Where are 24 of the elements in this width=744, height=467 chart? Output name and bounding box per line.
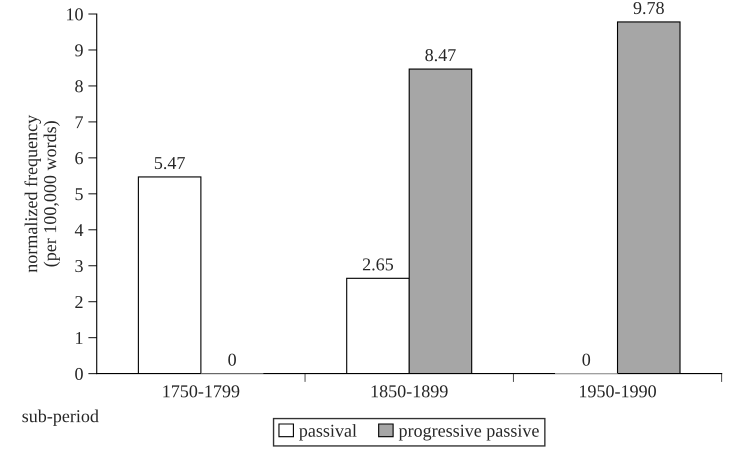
data-label: 9.78 <box>634 2 664 14</box>
y-tick-label: 4 <box>74 224 84 236</box>
legend-label: passival <box>299 424 357 440</box>
data-label: 5.47 <box>154 157 185 170</box>
data-label: 2.65 <box>362 258 394 271</box>
y-tick-label: 1 <box>76 332 82 344</box>
y-axis-title: normalized frequency (per 100,000 words) <box>24 114 60 272</box>
y-tick-label: 0 <box>75 368 83 380</box>
x-axis-title: sub-period <box>22 410 99 426</box>
y-tick-label: 2 <box>75 296 83 308</box>
y-tick-label: 5 <box>76 188 83 200</box>
y-tick-label: 8 <box>75 80 83 92</box>
data-label: 8.47 <box>425 49 456 62</box>
data-label: 0 <box>582 354 590 366</box>
data-label: 0 <box>228 354 236 366</box>
legend-label: progressive passive <box>398 424 539 441</box>
y-tick-label: 10 <box>67 8 83 20</box>
y-tick-label: 3 <box>75 260 83 272</box>
y-tick-label: 6 <box>75 152 83 164</box>
x-tick-label: 1950-1990 <box>580 385 656 398</box>
x-tick-label: 1750-1799 <box>163 385 240 398</box>
y-tick-label: 9 <box>75 44 83 56</box>
y-tick-label: 7 <box>76 116 84 128</box>
x-tick-label: 1850-1899 <box>372 385 448 398</box>
